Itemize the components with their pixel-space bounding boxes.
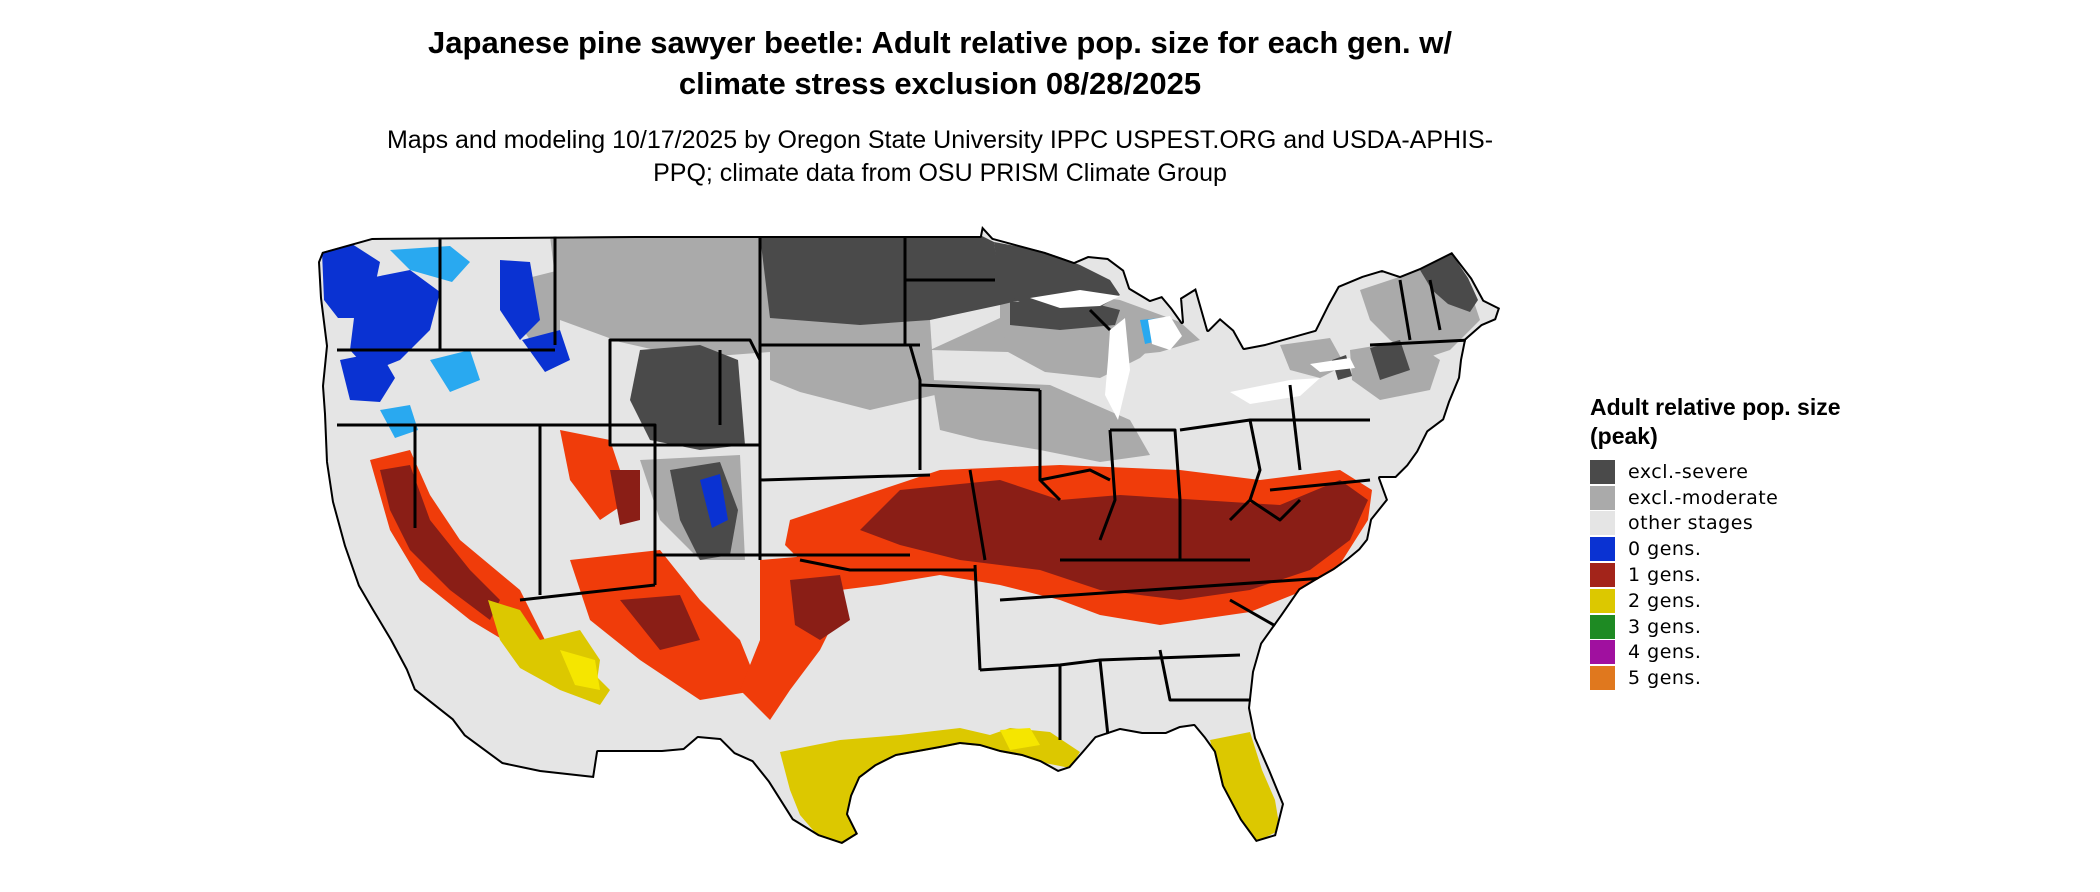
legend-label: excl.-severe: [1628, 460, 1749, 483]
legend-swatch: [1590, 614, 1615, 639]
legend-item-0-gens: 0 gens.: [1590, 536, 1910, 562]
legend: Adult relative pop. size (peak) excl.-se…: [1590, 393, 1910, 691]
map-subtitle: Maps and modeling 10/17/2025 by Oregon S…: [386, 126, 1494, 187]
legend-label: 4 gens.: [1628, 641, 1702, 664]
legend-swatch: [1590, 459, 1615, 484]
legend-swatch: [1590, 588, 1615, 613]
legend-swatch: [1590, 563, 1615, 588]
legend-label: 5 gens.: [1628, 667, 1702, 690]
legend-item-other-stages: other stages: [1590, 511, 1910, 537]
gen2-light-regions: [560, 650, 1040, 750]
legend-label: 3 gens.: [1628, 615, 1702, 638]
legend-item-5-gens: 5 gens.: [1590, 665, 1910, 691]
legend-title: Adult relative pop. size (peak): [1590, 394, 1841, 449]
state-borders: [337, 236, 1471, 756]
legend-item-excl-severe: excl.-severe: [1590, 459, 1910, 485]
map-title: Japanese pine sawyer beetle: Adult relat…: [428, 25, 1452, 101]
legend-swatch: [1590, 511, 1615, 536]
legend-item-excl-moderate: excl.-moderate: [1590, 485, 1910, 511]
legend-swatch: [1590, 640, 1615, 665]
legend-label: other stages: [1628, 512, 1754, 535]
legend-label: 0 gens.: [1628, 538, 1702, 561]
legend-swatch: [1590, 485, 1615, 510]
legend-label: 1 gens.: [1628, 564, 1702, 587]
great-lakes: [1030, 290, 1355, 420]
us-map: [318, 226, 1500, 844]
legend-item-3-gens: 3 gens.: [1590, 614, 1910, 640]
legend-label: 2 gens.: [1628, 589, 1702, 612]
legend-swatch: [1590, 666, 1615, 691]
gen0-light-regions: [380, 246, 1162, 438]
legend-swatch: [1590, 537, 1615, 562]
legend-item-2-gens: 2 gens.: [1590, 588, 1910, 614]
legend-label: excl.-moderate: [1628, 486, 1779, 509]
legend-item-4-gens: 4 gens.: [1590, 640, 1910, 666]
legend-item-1-gens: 1 gens.: [1590, 562, 1910, 588]
